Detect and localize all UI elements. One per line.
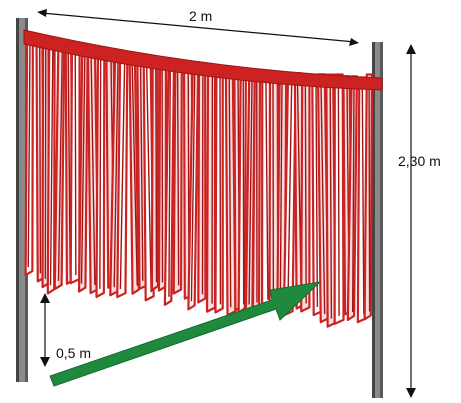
curtain-strip-fold xyxy=(39,45,42,274)
curtain-strip-fold xyxy=(27,44,31,268)
curtain-strip-fold xyxy=(113,61,119,288)
curtain-strip-fold xyxy=(168,68,171,297)
curtain-strip-fold xyxy=(49,50,54,286)
curtain-strip-fold xyxy=(337,80,340,316)
width-dimension: 2 m xyxy=(37,8,359,46)
curtain-strip xyxy=(205,65,217,313)
curtain-strip-fold xyxy=(361,83,365,315)
clearance-dimension: 0,5 m xyxy=(40,293,91,367)
width-label: 2 m xyxy=(189,8,212,24)
curtain-strip-fold xyxy=(248,76,253,305)
curtain-strip-fold xyxy=(74,54,77,276)
curtain-strip-fold xyxy=(265,80,269,300)
curtain-strip-fold xyxy=(368,80,371,312)
curtain-strip xyxy=(363,73,374,321)
curtain-strip-fold xyxy=(279,79,283,304)
curtain-strip-fold xyxy=(287,80,293,308)
curtain-strip-fold xyxy=(329,80,333,319)
curtain-strip-fold xyxy=(176,69,180,286)
curtain-strip-fold xyxy=(131,63,138,286)
curtain-strip-fold xyxy=(99,57,102,289)
curtain-strip-fold xyxy=(80,55,86,284)
green-direction-arrow-icon xyxy=(49,281,322,387)
clearance-label: 0,5 m xyxy=(56,345,91,361)
top-rail xyxy=(23,29,383,91)
curtain-strip-fold xyxy=(119,61,126,290)
curtain-strip-fold xyxy=(139,64,144,281)
curtain-strip-fold xyxy=(320,80,326,315)
curtain-strip-fold xyxy=(57,50,63,282)
curtain-strip-fold xyxy=(155,64,158,283)
curtain-strip-fold xyxy=(90,55,96,286)
curtain-strip-fold xyxy=(315,83,319,308)
curtain-strip-fold xyxy=(145,66,152,293)
curtain-strip-fold xyxy=(228,76,232,308)
curtain-strip-fold xyxy=(304,80,307,304)
right-post xyxy=(372,42,383,398)
height-dimension: 2,30 m xyxy=(398,44,441,398)
height-label: 2,30 m xyxy=(398,153,441,169)
curtain-strip-fold xyxy=(190,70,196,302)
curtain-strip-fold xyxy=(351,82,355,312)
curtain-strip xyxy=(237,72,247,314)
curtain-strip xyxy=(214,69,224,314)
